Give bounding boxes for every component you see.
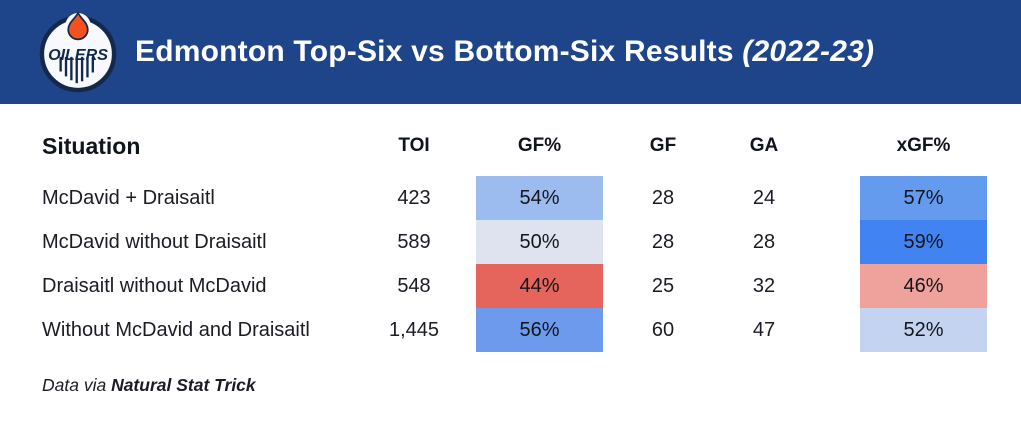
table-row: Draisaitl without McDavid 548 44% 25 32 … — [42, 264, 1021, 308]
stats-table: Situation TOI GF% GF GA xGF% McDavid + D… — [0, 130, 1021, 396]
xgf-pct-heatcell: 52% — [860, 308, 987, 352]
gf-pct-heatcell: 44% — [476, 264, 603, 308]
ga-value: 24 — [752, 186, 776, 209]
column-header-ga: GA — [749, 135, 779, 156]
data-source-note: Data via Natural Stat Trick — [42, 375, 1021, 396]
oilers-logo-icon: OILERS — [39, 11, 117, 93]
gf-pct-heatcell: 56% — [476, 308, 603, 352]
toi-value: 589 — [397, 230, 431, 253]
situation-label: McDavid without Draisaitl — [42, 230, 267, 253]
oilers-logo-text: OILERS — [48, 46, 108, 64]
page-title-season: (2022-23) — [742, 35, 875, 68]
xgf-pct-heatcell: 59% — [860, 220, 987, 264]
situation-label: Draisaitl without McDavid — [42, 274, 267, 297]
page-title-main: Edmonton Top-Six vs Bottom-Six Results — [135, 35, 743, 68]
column-header-toi: TOI — [398, 135, 430, 156]
table-body: McDavid + Draisaitl 423 54% 28 24 57% Mc… — [42, 176, 1021, 352]
gf-pct-heatcell: 54% — [476, 176, 603, 220]
toi-value: 1,445 — [388, 318, 440, 341]
toi-value: 423 — [397, 186, 431, 209]
xgf-pct-heatcell: 57% — [860, 176, 987, 220]
ga-value: 32 — [752, 274, 776, 297]
table-row: Without McDavid and Draisaitl 1,445 56% … — [42, 308, 1021, 352]
table-header-row: Situation TOI GF% GF GA xGF% — [42, 130, 1021, 162]
ga-value: 47 — [752, 318, 776, 341]
gf-pct-heatcell: 50% — [476, 220, 603, 264]
gf-value: 60 — [651, 318, 675, 341]
table-row: McDavid + Draisaitl 423 54% 28 24 57% — [42, 176, 1021, 220]
gf-value: 28 — [651, 186, 675, 209]
situation-label: McDavid + Draisaitl — [42, 186, 215, 209]
ga-value: 28 — [752, 230, 776, 253]
column-header-situation: Situation — [42, 132, 141, 159]
column-header-xgf-pct: xGF% — [896, 135, 951, 156]
table-row: McDavid without Draisaitl 589 50% 28 28 … — [42, 220, 1021, 264]
gf-value: 25 — [651, 274, 675, 297]
page-title: Edmonton Top-Six vs Bottom-Six Results (… — [135, 35, 874, 69]
gf-value: 28 — [651, 230, 675, 253]
data-source-prefix: Data via — [42, 375, 112, 395]
column-header-gf: GF — [649, 135, 677, 156]
xgf-pct-heatcell: 46% — [860, 264, 987, 308]
situation-label: Without McDavid and Draisaitl — [42, 318, 310, 341]
header-banner: OILERS Edmonton Top-Six vs Bottom-Six Re… — [0, 0, 1021, 104]
column-header-gf-pct: GF% — [517, 135, 562, 156]
toi-value: 548 — [397, 274, 431, 297]
data-source-name: Natural Stat Trick — [111, 375, 256, 395]
